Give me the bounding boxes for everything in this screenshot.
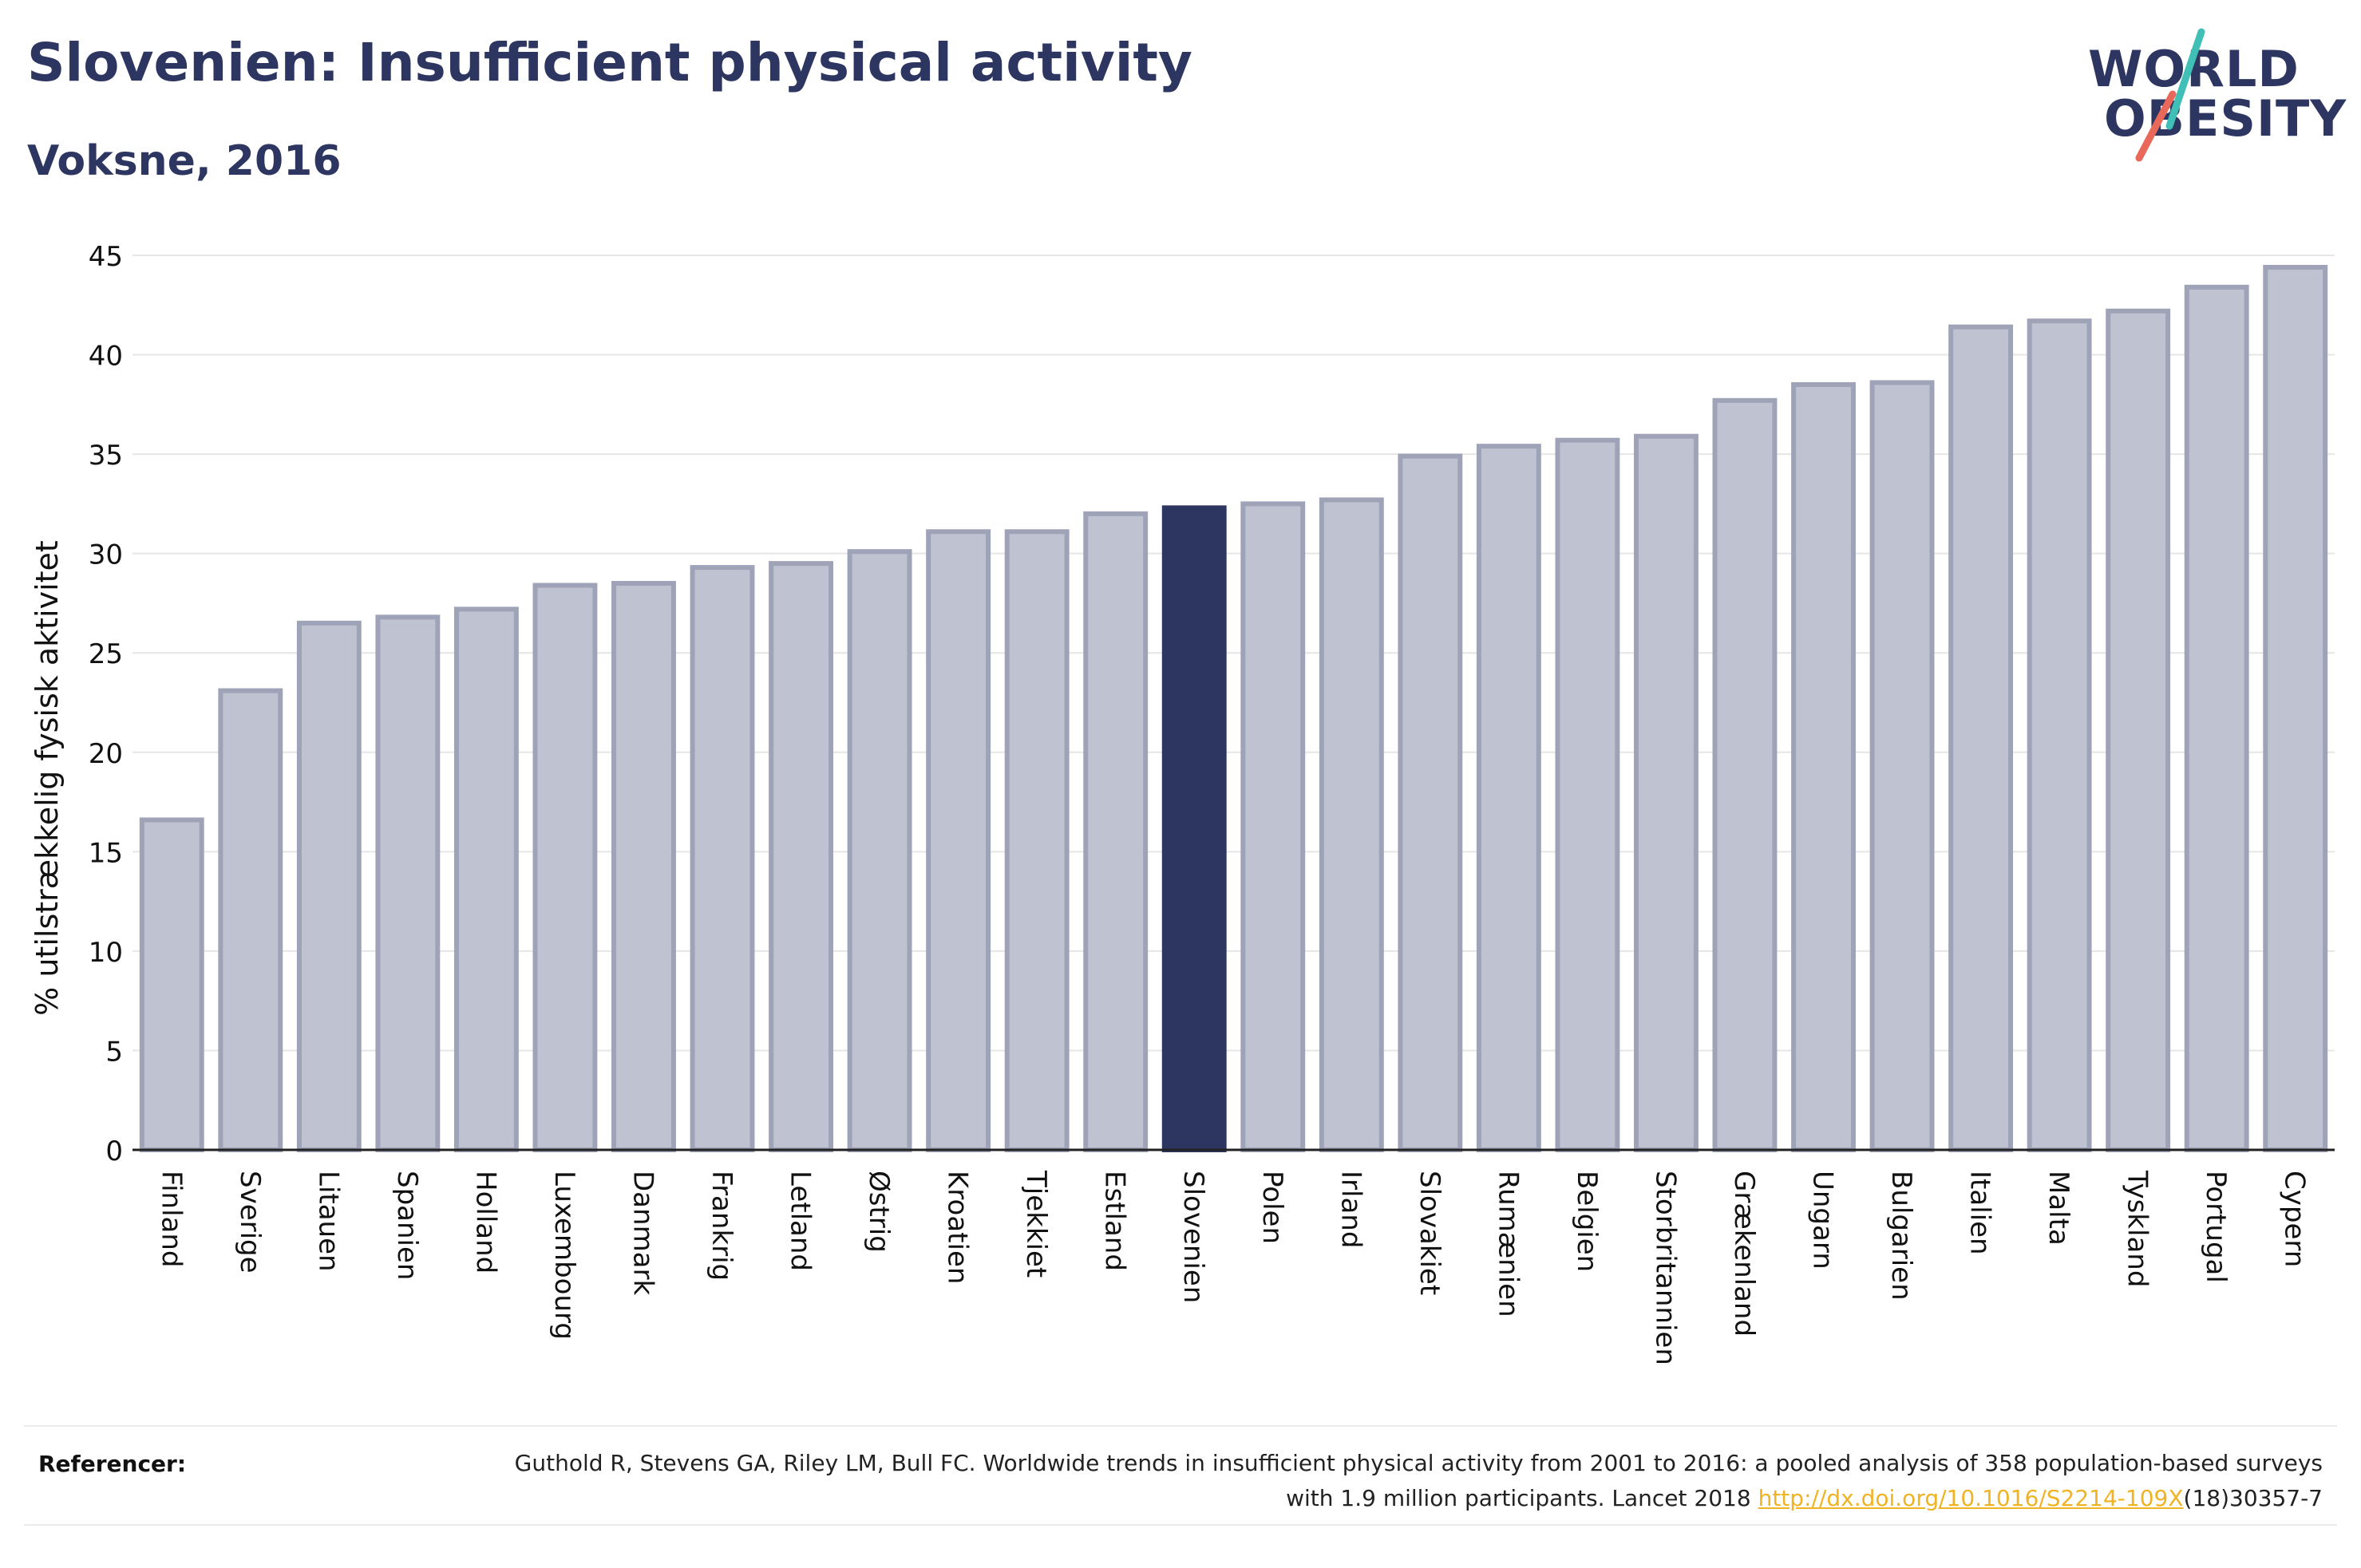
x-tick-label: Estland	[1099, 1171, 1131, 1271]
x-axis-ticks: Finland Sverige Litauen Spanien Holland Luxem…	[155, 1170, 2310, 1365]
y-tick-label: 30	[89, 539, 123, 571]
bar-cypern	[2263, 264, 2328, 1152]
bars	[139, 264, 2328, 1153]
y-axis-label: % utilstrækkelig fysisk aktivitet	[30, 540, 65, 1016]
bar-estland	[1083, 511, 1149, 1152]
x-tick-label: Ungarn	[1807, 1171, 1839, 1270]
x-tick-label: Cypern	[2279, 1171, 2311, 1267]
bar-italien	[1948, 324, 2014, 1152]
bar-belgien	[1555, 437, 1620, 1152]
x-tick-label: Frankrig	[706, 1171, 738, 1281]
bar-holland	[453, 606, 519, 1152]
bar-rumænien	[1476, 444, 1541, 1152]
x-tick-label: Finland	[155, 1171, 187, 1268]
bar-østrig	[847, 549, 912, 1152]
bar-slovenien	[1161, 505, 1227, 1152]
bar-grækenland	[1712, 397, 1778, 1152]
reference-divider-bottom	[24, 1524, 2337, 1526]
x-tick-label: Spanien	[391, 1171, 423, 1280]
x-tick-label: Østrig	[863, 1171, 895, 1253]
bar-portugal	[2184, 284, 2249, 1152]
x-tick-label: Belgien	[1571, 1171, 1603, 1272]
x-tick-label: Letland	[785, 1171, 817, 1271]
x-tick-label: Rumænien	[1492, 1171, 1524, 1317]
y-tick-label: 40	[89, 341, 123, 373]
x-tick-label: Tjekkiet	[1020, 1170, 1052, 1278]
x-tick-label: Grækenland	[1728, 1171, 1760, 1337]
x-tick-label: Danmark	[627, 1171, 658, 1295]
x-tick-label: Portugal	[2200, 1171, 2232, 1283]
y-tick-label: 5	[105, 1036, 123, 1068]
y-tick-label: 0	[105, 1136, 123, 1167]
x-tick-label: Bulgarien	[1885, 1171, 1917, 1301]
x-tick-label: Luxembourg	[548, 1171, 580, 1340]
bar-bulgarien	[1869, 380, 1935, 1153]
reference-doi-link[interactable]: http://dx.doi.org/10.1016/S2214-109X	[1758, 1485, 2184, 1511]
bar-irland	[1319, 497, 1384, 1152]
x-tick-label: Storbritannien	[1649, 1171, 1681, 1365]
x-tick-label: Litauen	[312, 1171, 344, 1272]
reference-citation: Guthold R, Stevens GA, Riley LM, Bull FC…	[514, 1450, 2323, 1511]
bar-luxembourg	[532, 583, 598, 1152]
x-tick-label: Slovakiet	[1414, 1171, 1445, 1295]
x-tick-label: Slovenien	[1177, 1171, 1209, 1303]
bar-spanien	[375, 614, 441, 1152]
bar-ungarn	[1791, 381, 1856, 1152]
bar-litauen	[296, 620, 362, 1152]
bar-frankrig	[690, 565, 755, 1152]
references-label: Referencer:	[38, 1451, 187, 1477]
world-obesity-logo: WORLD OBESITY	[2083, 24, 2347, 168]
bar-malta	[2027, 318, 2092, 1152]
x-tick-label: Polen	[1256, 1171, 1288, 1244]
logo-line-2: OBESITY	[2104, 89, 2347, 148]
y-axis-ticks: 0 5 10 15 20 25 30 35 40 45	[89, 241, 123, 1167]
logo-slash-icon	[2135, 28, 2205, 162]
bar-tyskland	[2106, 308, 2171, 1152]
y-tick-label: 45	[89, 241, 123, 273]
y-tick-label: 15	[89, 837, 123, 869]
x-tick-label: Italien	[1964, 1171, 1996, 1255]
bar-danmark	[611, 581, 676, 1152]
page-title: Slovenien: Insufficient physical activit…	[27, 32, 1192, 93]
bar-letland	[769, 561, 833, 1152]
bar-chart: 0 5 10 15 20 25 30 35 40 45 Finland Sverige Litauen…	[30, 241, 2335, 1365]
y-tick-label: 20	[89, 738, 123, 770]
x-tick-label: Kroatien	[942, 1171, 974, 1284]
page-subtitle: Voksne, 2016	[27, 137, 342, 185]
y-tick-label: 35	[89, 440, 123, 472]
bar-slovakiet	[1398, 453, 1463, 1152]
reference-divider-top	[24, 1425, 2337, 1427]
references-text: Guthold R, Stevens GA, Riley LM, Bull FC…	[487, 1446, 2323, 1516]
bar-storbritannien	[1634, 433, 1699, 1152]
y-tick-label: 25	[89, 638, 123, 670]
x-tick-label: Tyskland	[2122, 1170, 2153, 1287]
x-tick-label: Holland	[469, 1171, 501, 1274]
bar-sverige	[218, 688, 283, 1152]
reference-citation-suffix: (18)30357-7	[2183, 1485, 2323, 1511]
x-tick-label: Malta	[2043, 1171, 2074, 1246]
y-tick-label: 10	[89, 937, 123, 969]
bar-kroatien	[926, 529, 991, 1152]
bar-finland	[139, 817, 204, 1153]
x-tick-label: Sverige	[234, 1171, 266, 1274]
bar-polen	[1240, 501, 1306, 1152]
x-tick-label: Irland	[1335, 1171, 1366, 1248]
bar-tjekkiet	[1004, 529, 1070, 1152]
